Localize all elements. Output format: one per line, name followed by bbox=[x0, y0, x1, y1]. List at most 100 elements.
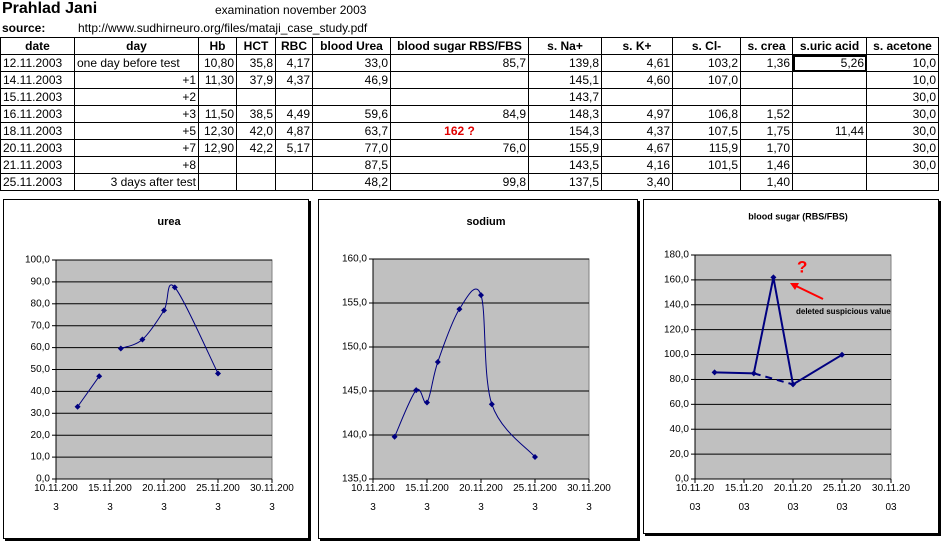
cell bbox=[792, 88, 867, 106]
cell: 1,75 bbox=[740, 122, 793, 140]
cell: 5,17 bbox=[275, 139, 313, 157]
y-tick-label: 80,0 bbox=[670, 374, 690, 385]
point-marker bbox=[456, 306, 463, 313]
y-tick-label: 120,0 bbox=[664, 324, 689, 335]
cell bbox=[866, 173, 939, 191]
cell: +1 bbox=[74, 71, 199, 89]
column-header: day bbox=[74, 37, 199, 55]
cell: 30,0 bbox=[866, 88, 939, 106]
y-tick-label: 135,0 bbox=[342, 474, 367, 485]
table-row: 12.11.2003 one day before test 10,80 35,8 4,… bbox=[0, 54, 939, 72]
cell: 4,17 bbox=[275, 54, 313, 72]
cell bbox=[792, 71, 867, 89]
cell bbox=[312, 88, 391, 106]
cell: 15.11.2003 bbox=[0, 88, 75, 106]
cell: 4,37 bbox=[275, 71, 313, 89]
cell: 11,30 bbox=[198, 71, 237, 89]
table-row: 16.11.2003 +3 11,50 38,5 4,49 59,6 84,9 148,3 4,… bbox=[0, 105, 939, 123]
cell bbox=[236, 173, 276, 191]
cell: 155,9 bbox=[528, 139, 602, 157]
cell: 107,5 bbox=[672, 122, 741, 140]
cell: 143,5 bbox=[528, 156, 602, 174]
cell: +5 bbox=[74, 122, 199, 140]
table-row: 20.11.2003 +7 12,90 42,2 5,17 77,0 76,0 155,9 4,… bbox=[0, 139, 939, 157]
chart-title: blood sugar (RBS/FBS) bbox=[748, 211, 848, 221]
cell: +7 bbox=[74, 139, 199, 157]
y-tick-label: 80,0 bbox=[31, 298, 51, 309]
chart-panel: sodium 135,0 140,0 145,0 150,0 155,0 160,0 10.1… bbox=[318, 199, 638, 539]
cell bbox=[792, 173, 867, 191]
cell: 115,9 bbox=[672, 139, 741, 157]
y-tick-label: 155,0 bbox=[342, 298, 367, 309]
y-tick-label: 180,0 bbox=[664, 250, 689, 261]
cell: 77,0 bbox=[312, 139, 391, 157]
cell: 4,97 bbox=[601, 105, 673, 123]
cell: 101,5 bbox=[672, 156, 741, 174]
point-marker bbox=[391, 433, 398, 440]
x-tick-label: 10.11.2003 bbox=[351, 483, 395, 513]
source-label: source: bbox=[2, 21, 46, 35]
cell: +3 bbox=[74, 105, 199, 123]
cell: 4,16 bbox=[601, 156, 673, 174]
x-tick-label: 20.11.2003 bbox=[142, 483, 186, 513]
column-header: date bbox=[0, 37, 75, 55]
x-tick-label: 10.11.2003 bbox=[675, 483, 715, 513]
cell bbox=[390, 88, 529, 106]
y-tick-label: 30,0 bbox=[31, 408, 51, 419]
point-marker bbox=[117, 345, 124, 352]
cell: 33,0 bbox=[312, 54, 391, 72]
cell: 84,9 bbox=[390, 105, 529, 123]
x-tick-label: 20.11.2003 bbox=[773, 483, 813, 513]
cell: 76,0 bbox=[390, 139, 529, 157]
cell: 21.11.2003 bbox=[0, 156, 75, 174]
cell: 1,70 bbox=[740, 139, 793, 157]
point-marker bbox=[413, 387, 420, 394]
cell bbox=[740, 88, 793, 106]
cell: 5,26 bbox=[792, 54, 867, 72]
cell: 46,9 bbox=[312, 71, 391, 89]
chart: blood sugar (RBS/FBS) 0,0 20,0 40,0 60,0 80,0… bbox=[664, 211, 892, 485]
x-tick-label: 30.11.2003 bbox=[567, 483, 611, 513]
cell: 162 ? bbox=[390, 122, 529, 140]
cell bbox=[198, 156, 237, 174]
sheet-title: Prahlad Jani bbox=[2, 0, 98, 17]
cell: 30,0 bbox=[866, 122, 939, 140]
x-tick-label: 10.11.2003 bbox=[34, 483, 78, 513]
cell: one day before test bbox=[74, 54, 199, 72]
y-tick-label: 40,0 bbox=[670, 424, 690, 435]
y-tick-label: 150,0 bbox=[342, 342, 367, 353]
cell: 154,3 bbox=[528, 122, 602, 140]
point-marker bbox=[839, 351, 845, 358]
cell bbox=[601, 88, 673, 106]
cell: 42,0 bbox=[236, 122, 276, 140]
y-tick-label: 100,0 bbox=[664, 349, 689, 360]
point-marker bbox=[171, 284, 178, 291]
annotation: ? bbox=[797, 257, 807, 276]
cell: 1,52 bbox=[740, 105, 793, 123]
cell: 30,0 bbox=[866, 156, 939, 174]
point-marker bbox=[488, 401, 495, 408]
point-marker bbox=[434, 358, 441, 365]
column-header: s. K+ bbox=[601, 37, 673, 55]
cell: 1,40 bbox=[740, 173, 793, 191]
column-header: HCT bbox=[236, 37, 276, 55]
y-tick-label: 10,0 bbox=[31, 452, 51, 463]
cell: 59,6 bbox=[312, 105, 391, 123]
point-marker bbox=[750, 370, 757, 377]
column-header: s. crea bbox=[740, 37, 793, 55]
cell: 4,37 bbox=[601, 122, 673, 140]
y-tick-label: 160,0 bbox=[664, 275, 689, 286]
y-tick-label: 140,0 bbox=[664, 299, 689, 310]
y-tick-label: 100,0 bbox=[25, 255, 50, 266]
cell: 16.11.2003 bbox=[0, 105, 75, 123]
point-marker bbox=[478, 292, 484, 299]
exam-note: examination november 2003 bbox=[215, 3, 367, 17]
cell: 11,50 bbox=[198, 105, 237, 123]
y-tick-label: 90,0 bbox=[31, 277, 51, 288]
y-tick-label: 40,0 bbox=[31, 386, 51, 397]
y-tick-label: 60,0 bbox=[31, 342, 51, 353]
y-tick-label: 140,0 bbox=[342, 430, 367, 441]
cell: 4,60 bbox=[601, 71, 673, 89]
column-header: s. acetone bbox=[866, 37, 939, 55]
